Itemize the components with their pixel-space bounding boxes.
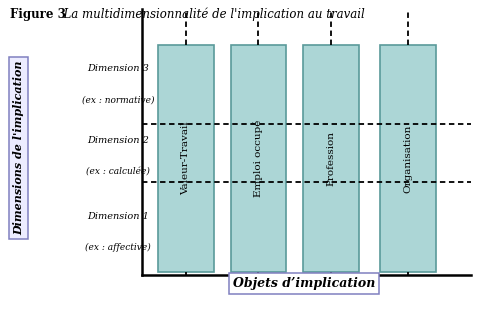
FancyBboxPatch shape <box>303 45 358 272</box>
Text: Profession: Profession <box>327 131 335 186</box>
Text: Figure 3: Figure 3 <box>10 8 66 21</box>
Text: Organisation: Organisation <box>404 124 412 193</box>
Text: Valeur-Travail: Valeur-Travail <box>182 122 190 195</box>
FancyBboxPatch shape <box>231 45 286 272</box>
Text: Dimension 1: Dimension 1 <box>87 212 149 221</box>
Text: (ex : normative): (ex : normative) <box>82 95 155 104</box>
Text: Dimensions de l'implication: Dimensions de l'implication <box>13 60 24 235</box>
Text: La multidimensionnalité de l'implication au travail: La multidimensionnalité de l'implication… <box>56 8 364 21</box>
Text: (ex : calculée): (ex : calculée) <box>86 167 150 176</box>
Text: Dimension 2: Dimension 2 <box>87 136 149 145</box>
FancyBboxPatch shape <box>158 45 213 272</box>
FancyBboxPatch shape <box>381 45 436 272</box>
Text: (ex : affective): (ex : affective) <box>85 243 151 252</box>
Text: Objets d’implication: Objets d’implication <box>233 277 375 290</box>
Text: Emploi occupé: Emploi occupé <box>254 120 263 197</box>
Text: Dimension 3: Dimension 3 <box>87 64 149 73</box>
